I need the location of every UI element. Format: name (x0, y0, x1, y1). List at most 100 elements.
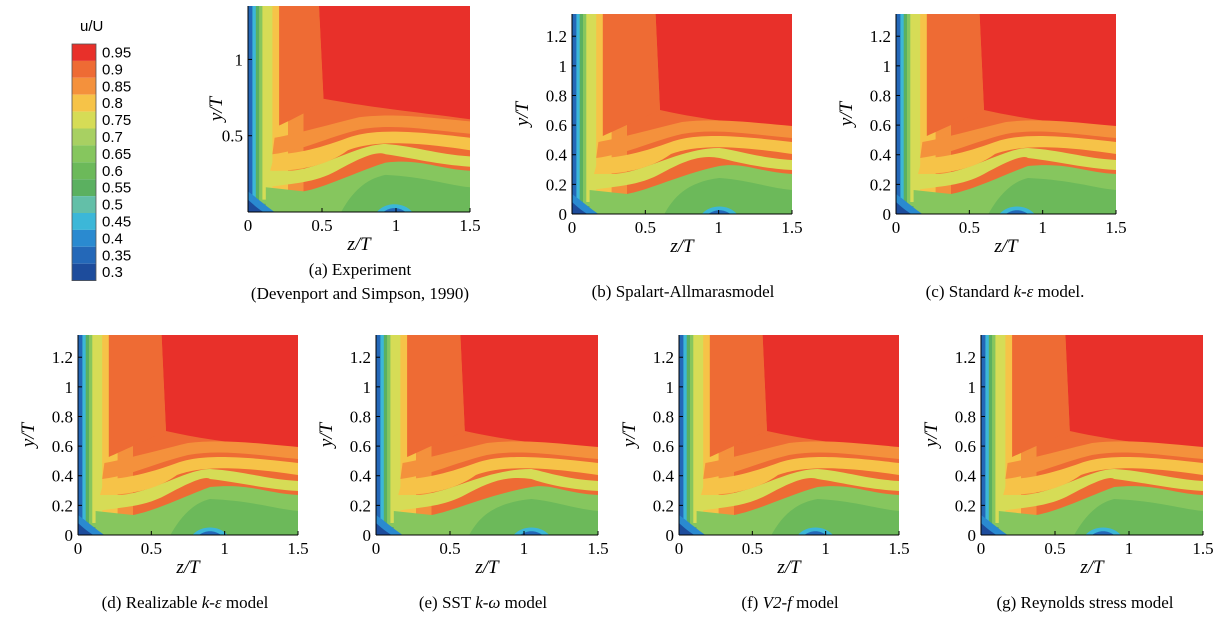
contour-band (920, 120, 1116, 158)
contour-panel: 0 0.5 1 1.5 0 0.2 0.4 0.6 0.8 1 1.2 z/T y/T (g) Reyno… (921, 335, 1214, 612)
y-tick-label: 0 (363, 526, 372, 545)
x-axis-label: z/T (669, 236, 695, 257)
contour-band (703, 441, 899, 479)
contour-band (602, 14, 660, 136)
y-tick-label: 1.2 (870, 27, 891, 46)
x-tick-label: 1 (392, 216, 401, 235)
y-tick-label: 0 (65, 526, 74, 545)
x-tick-label: 0.5 (311, 216, 332, 235)
y-tick-label: 0.8 (52, 407, 73, 426)
x-axis-label: z/T (1079, 557, 1105, 578)
x-tick-label: 0.5 (635, 218, 656, 237)
y-tick-label: 0.4 (653, 467, 675, 486)
panel-caption: (a) Experiment (309, 260, 412, 279)
x-tick-label: 1 (1038, 218, 1047, 237)
y-tick-label: 0.8 (653, 407, 674, 426)
contour-field (981, 335, 1203, 535)
y-tick-label: 0 (559, 205, 568, 224)
caption-segment: V2-f (763, 593, 795, 612)
y-tick-label: 0.6 (350, 437, 371, 456)
colorbar-swatch (72, 128, 96, 146)
x-axis-label: z/T (346, 234, 372, 255)
x-tick-label: 0.5 (959, 218, 980, 237)
contour-band (272, 115, 470, 155)
x-tick-label: 1.5 (888, 539, 909, 558)
contour-band (804, 531, 827, 535)
colorbar-level-label: 0.8 (102, 95, 123, 112)
contour-band (709, 335, 767, 457)
contour-field (376, 335, 598, 535)
contour-band (572, 202, 588, 214)
colorbar-swatch (72, 111, 96, 129)
y-tick-label: 0.8 (350, 407, 371, 426)
y-tick-label: 1 (968, 378, 977, 397)
y-tick-label: 0 (883, 205, 892, 224)
contour-band (1001, 469, 1203, 511)
colorbar: u/U 0.950.90.850.80.750.70.650.60.550.50… (71, 18, 131, 282)
x-tick-label: 0.5 (1044, 539, 1065, 558)
contour-band (708, 210, 731, 214)
x-tick-label: 0 (244, 216, 253, 235)
colorbar-swatch (72, 179, 96, 197)
y-tick-label: 0.2 (653, 496, 674, 515)
x-tick-label: 0.5 (141, 539, 162, 558)
y-tick-label: 0.2 (955, 496, 976, 515)
x-tick-label: 1 (1125, 539, 1134, 558)
x-tick-label: 1.5 (1192, 539, 1213, 558)
contour-band (1074, 499, 1203, 535)
contour-band (679, 523, 695, 535)
contour-panel: 0 0.5 1 1.5 0 0.2 0.4 0.6 0.8 1 1.2 z/T y/T (f) V2-f … (619, 335, 910, 612)
y-tick-label: 1 (559, 57, 568, 76)
contour-band (469, 499, 598, 535)
contour-band (655, 14, 792, 130)
contour-band (698, 469, 899, 511)
panel-caption: (f) V2-f model (741, 593, 839, 612)
x-axis-label: z/T (993, 236, 1019, 257)
colorbar-frame (71, 43, 97, 282)
colorbar-level-label: 0.5 (102, 197, 123, 214)
caption-segment: (f) (741, 593, 762, 612)
contour-band (701, 457, 899, 495)
panel-caption: (g) Reynolds stress model (996, 593, 1173, 612)
contour-field (78, 335, 298, 535)
contour-band (170, 499, 298, 535)
caption-segment: model (500, 593, 547, 612)
caption-segment: k-ε (202, 593, 222, 612)
panel-caption: (b) Spalart-Allmarasmodel (592, 282, 775, 301)
colorbar-level-label: 0.55 (102, 180, 131, 197)
colorbar-level-label: 0.95 (102, 44, 131, 61)
x-axis-label: z/T (776, 557, 802, 578)
contour-panel: 0 0.5 1 1.5 0.5 1 z/T y/T (a) Experiment (Devenpo… (206, 6, 481, 303)
x-tick-label: 1 (714, 218, 723, 237)
y-tick-label: 1 (363, 378, 372, 397)
contour-band (981, 523, 997, 535)
contour-band (926, 14, 984, 136)
caption-segment: k-ω (475, 593, 500, 612)
contour-field (572, 14, 792, 214)
colorbar-level-label: 0.75 (102, 112, 131, 129)
contour-band (92, 335, 103, 523)
y-tick-label: 1 (883, 57, 892, 76)
caption-segment: model (792, 593, 839, 612)
x-tick-label: 0 (675, 539, 684, 558)
y-tick-label: 1 (235, 50, 244, 69)
y-tick-label: 0.8 (955, 407, 976, 426)
colorbar-swatch (72, 229, 96, 247)
contour-band (596, 120, 792, 158)
y-tick-label: 1.2 (653, 348, 674, 367)
y-tick-label: 1.2 (52, 348, 73, 367)
y-tick-label: 0.5 (222, 127, 243, 146)
contour-band (520, 531, 543, 535)
contour-panel: 0 0.5 1 1.5 0 0.2 0.4 0.6 0.8 1 1.2 z/T y/T (c) Stand… (836, 14, 1127, 301)
contour-band (396, 469, 598, 511)
colorbar-swatch (72, 77, 96, 95)
caption-segment: k-ε (1013, 282, 1033, 301)
colorbar-level-label: 0.4 (102, 230, 123, 247)
contour-band (341, 174, 470, 212)
y-tick-label: 0.6 (653, 437, 674, 456)
caption-segment: (b) Spalart-Allmarasmodel (592, 282, 775, 301)
colorbar-level-label: 0.3 (102, 264, 123, 281)
x-tick-label: 0 (977, 539, 986, 558)
x-tick-label: 1.5 (1105, 218, 1126, 237)
caption-segment: model. (1033, 282, 1084, 301)
